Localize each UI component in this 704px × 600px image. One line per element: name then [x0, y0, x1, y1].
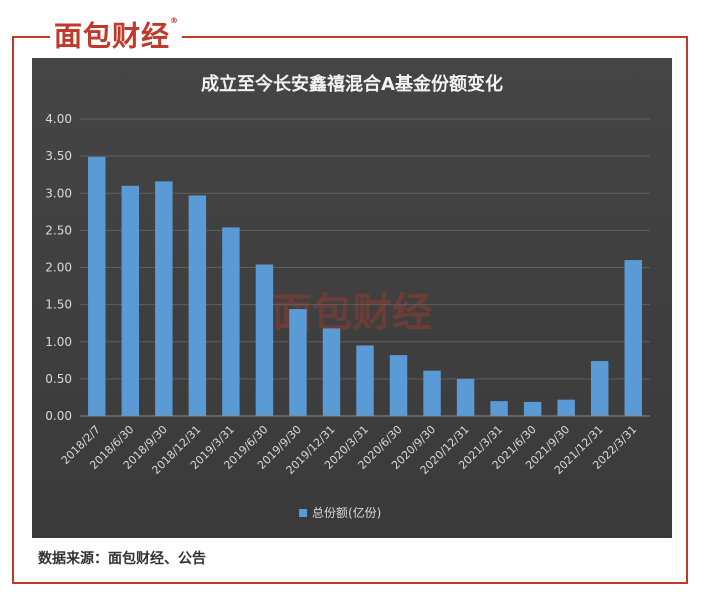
registered-mark: ® — [170, 16, 180, 25]
bar — [356, 345, 374, 416]
grid-lines — [80, 118, 650, 417]
chart-title: 成立至今长安鑫禧混合A基金份额变化 — [201, 73, 503, 95]
brand-logo-text: 面包财经 — [54, 19, 171, 53]
bar — [590, 361, 609, 416]
bar — [456, 378, 475, 416]
y-axis: 0.00 0.50 1.00 1.50 2.00 2.50 3.00 3.50 4.00 — [45, 112, 72, 423]
outer-frame — [12, 36, 688, 584]
bar — [121, 185, 140, 416]
y-tick-label: 2.00 — [45, 261, 72, 275]
y-tick-label: 2.50 — [45, 223, 72, 237]
logo-background — [50, 14, 182, 54]
bar — [423, 370, 441, 416]
source-note: 数据来源：面包财经、公告 — [38, 551, 206, 567]
bar — [490, 401, 508, 416]
chart-panel: 成立至今长安鑫禧混合A基金份额变化 面包财经 0.00 0.50 1.00 1.50 2… — [32, 58, 672, 538]
bar — [289, 309, 307, 416]
y-tick-label: 0.00 — [45, 409, 72, 423]
bar — [322, 328, 341, 416]
legend-label: 总份额(亿份) — [312, 505, 381, 520]
y-tick-label: 1.00 — [45, 335, 72, 349]
bar — [624, 260, 642, 416]
bar — [389, 355, 408, 416]
bar — [523, 401, 542, 416]
bar — [255, 264, 274, 416]
legend-swatch — [299, 509, 307, 517]
bar — [188, 195, 207, 416]
bar — [222, 227, 240, 416]
y-tick-label: 4.00 — [45, 112, 72, 126]
bar — [557, 399, 575, 416]
brand-logo: 面包财经® — [54, 14, 179, 52]
y-tick-label: 3.50 — [45, 149, 72, 163]
y-tick-label: 1.50 — [45, 298, 72, 312]
bar-chart: 成立至今长安鑫禧混合A基金份额变化 面包财经 0.000.501.001.502… — [45, 73, 650, 520]
y-tick-label: 3.00 — [45, 186, 72, 200]
y-tick-label: 0.50 — [45, 372, 72, 386]
bars — [88, 156, 642, 416]
legend: 总份额(亿份) — [299, 505, 381, 520]
bar — [155, 181, 173, 416]
x-axis: 2018/2/72018/6/302018/9/302018/12/312019… — [59, 415, 650, 477]
bar — [88, 156, 106, 416]
